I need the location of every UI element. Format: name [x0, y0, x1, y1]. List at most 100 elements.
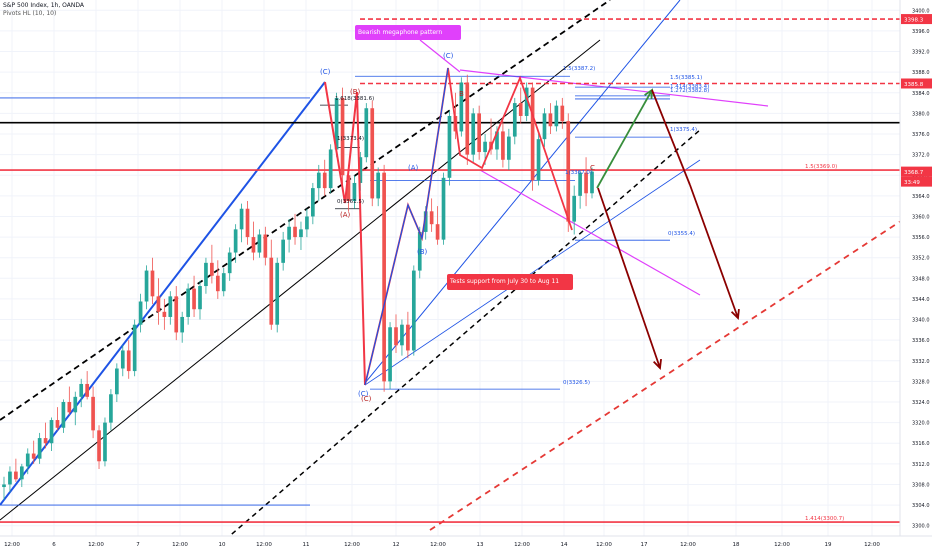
candle	[186, 283, 190, 325]
price-tick-label: 3384.0	[912, 91, 930, 97]
fib-label: 1.618(3381.6)	[335, 96, 374, 102]
candle-body	[251, 237, 256, 253]
wave-label: (A)	[340, 211, 351, 219]
candle	[73, 391, 78, 426]
time-tick-label: 12:00	[596, 542, 612, 548]
wave-label: (C)	[320, 68, 331, 76]
candle	[263, 226, 268, 266]
candle	[518, 87, 523, 124]
price-tick-label: 3380.0	[912, 111, 930, 117]
candle	[251, 221, 256, 261]
price-tick-label: 3364.0	[912, 194, 930, 200]
candle-body	[340, 97, 345, 176]
candle	[311, 182, 315, 225]
time-axis-bg	[0, 536, 932, 550]
candle	[221, 268, 226, 297]
candle	[210, 244, 214, 284]
price-badge-top: 3398.3	[904, 18, 924, 24]
candle	[275, 257, 280, 333]
candle-body	[584, 172, 588, 194]
price-tick-label: 3316.0	[912, 441, 930, 447]
candle	[471, 108, 476, 163]
candle	[590, 167, 594, 199]
candle-body	[548, 113, 553, 127]
candle-body	[25, 453, 30, 467]
projection-arrow-down-1-head	[653, 358, 662, 370]
candle	[91, 386, 95, 439]
candle	[103, 417, 107, 467]
price-tick-label: 3300.0	[912, 524, 930, 530]
candle-body	[512, 103, 517, 137]
candle-body	[245, 208, 250, 238]
candle-body	[524, 87, 529, 116]
candle-body	[174, 296, 179, 333]
candle-body	[394, 327, 398, 346]
candle	[49, 417, 54, 451]
candle	[2, 476, 6, 500]
candle	[79, 378, 84, 408]
price-tick-label: 3392.0	[912, 50, 930, 56]
candle-body	[263, 234, 268, 258]
candle	[43, 422, 48, 449]
candle	[120, 345, 125, 377]
megaphone-top	[459, 69, 769, 107]
candle-body	[328, 149, 333, 189]
time-tick-label: 12:00	[88, 542, 104, 548]
support-callout[interactable]: Tests support from July 30 to Aug 11	[447, 274, 573, 290]
price-badge-level-bg	[901, 78, 932, 89]
candle	[536, 134, 541, 186]
candle-body	[257, 234, 262, 253]
candle-body	[477, 113, 481, 153]
candle-body	[233, 229, 238, 253]
candle-body	[334, 97, 339, 150]
time-tick-label: 12:00	[172, 542, 188, 548]
candle	[554, 100, 559, 132]
candle	[400, 319, 404, 356]
candle	[37, 432, 42, 464]
candle-body	[406, 324, 410, 351]
candle-body	[447, 115, 452, 178]
candle-body	[192, 288, 196, 310]
level-label: 1.414(3300.7)	[805, 516, 844, 522]
candle	[388, 322, 392, 390]
price-badge-current-bg	[901, 166, 932, 177]
candle-body	[507, 136, 511, 160]
indicator-label: Pivots HL (10, 10)	[3, 10, 57, 17]
candle-body	[49, 420, 54, 444]
candle-body	[358, 157, 363, 183]
candle	[25, 448, 30, 475]
lower-dashed-channel	[228, 129, 701, 536]
candle-body	[37, 438, 42, 459]
time-axis: 12:00 6 12:00 7 12:00 10 12:00 11 12:00 12 12:00 13…	[0, 535, 932, 550]
price-tick-label: 3332.0	[912, 359, 930, 365]
price-tick-label: 3352.0	[912, 256, 930, 262]
candle-body	[156, 296, 161, 312]
candle	[269, 239, 274, 330]
candle-body	[465, 82, 470, 155]
candle	[239, 203, 244, 243]
candle-body	[91, 396, 95, 431]
candle-body	[495, 131, 499, 150]
wave-label: (A)	[408, 164, 419, 172]
candle	[156, 278, 161, 325]
time-tick-label: 13	[477, 542, 484, 548]
projection-arrow-down-2-head	[730, 308, 740, 320]
candle-body	[459, 82, 464, 132]
candle-body	[590, 171, 594, 194]
candle	[512, 97, 517, 145]
candle-body	[215, 275, 220, 292]
price-tick-label: 3308.0	[912, 482, 930, 488]
time-tick-label: 19	[825, 542, 832, 548]
candle-body	[2, 484, 6, 488]
candle	[126, 340, 131, 379]
candle	[411, 265, 416, 356]
candle	[299, 221, 303, 250]
megaphone-callout[interactable]: Bearish megaphone pattern	[355, 25, 461, 40]
candle	[465, 74, 470, 165]
fib-label: 1.5(3385.1)	[670, 75, 702, 81]
candle-body	[346, 175, 351, 201]
candle	[382, 164, 386, 392]
candle-body	[109, 394, 113, 423]
time-tick-label: 17	[641, 542, 648, 548]
candle-body	[55, 420, 60, 428]
